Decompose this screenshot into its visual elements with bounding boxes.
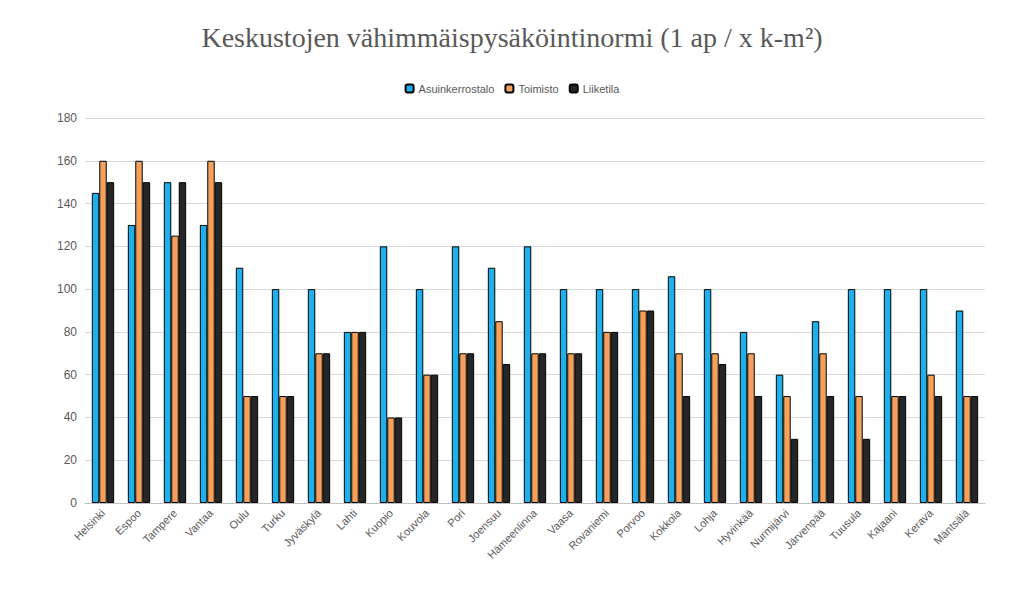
svg-text:20: 20 — [64, 453, 78, 467]
svg-text:180: 180 — [57, 111, 77, 125]
svg-text:Pori: Pori — [445, 507, 467, 529]
svg-text:Joensuu: Joensuu — [465, 506, 504, 545]
svg-text:Espoo: Espoo — [113, 507, 144, 538]
svg-text:160: 160 — [57, 154, 77, 168]
svg-text:Hyvinkää: Hyvinkää — [714, 506, 756, 548]
svg-text:Kouvola: Kouvola — [395, 506, 432, 543]
svg-text:60: 60 — [64, 368, 78, 382]
svg-text:Tampere: Tampere — [141, 507, 180, 546]
svg-text:Asuinkerrostalo: Asuinkerrostalo — [419, 83, 495, 95]
svg-text:Tuusula: Tuusula — [827, 506, 863, 542]
svg-text:Vantaa: Vantaa — [183, 506, 216, 539]
svg-text:Mäntsälä: Mäntsälä — [931, 506, 972, 547]
svg-text:Järvenpää: Järvenpää — [782, 506, 827, 551]
svg-text:Kajaani: Kajaani — [865, 507, 899, 541]
svg-text:Kokkola: Kokkola — [647, 506, 684, 543]
svg-text:Nurmijärvi: Nurmijärvi — [747, 506, 792, 551]
svg-text:Keskustojen vähimmäispysäköint: Keskustojen vähimmäispysäköintinormi (1 … — [201, 22, 822, 53]
svg-text:100: 100 — [57, 282, 77, 296]
svg-text:Kerava: Kerava — [902, 506, 936, 540]
svg-text:Lohja: Lohja — [692, 506, 720, 534]
svg-text:Liiketila: Liiketila — [583, 83, 621, 95]
svg-text:0: 0 — [70, 496, 77, 510]
svg-text:Oulu: Oulu — [226, 507, 251, 532]
svg-text:Kuopio: Kuopio — [363, 507, 396, 540]
svg-text:Turku: Turku — [259, 507, 287, 535]
svg-text:Porvoo: Porvoo — [614, 507, 647, 540]
svg-text:120: 120 — [57, 239, 77, 253]
svg-text:Hämeenlinna: Hämeenlinna — [485, 506, 540, 561]
svg-text:Lahti: Lahti — [334, 507, 359, 532]
svg-text:Helsinki: Helsinki — [72, 507, 108, 543]
svg-text:80: 80 — [64, 325, 78, 339]
svg-text:Rovaniemi: Rovaniemi — [566, 507, 611, 552]
svg-text:Vaasa: Vaasa — [545, 506, 576, 537]
svg-text:40: 40 — [64, 410, 78, 424]
svg-text:140: 140 — [57, 197, 77, 211]
svg-text:Toimisto: Toimisto — [518, 83, 558, 95]
svg-text:Jyväskylä: Jyväskylä — [281, 506, 324, 549]
